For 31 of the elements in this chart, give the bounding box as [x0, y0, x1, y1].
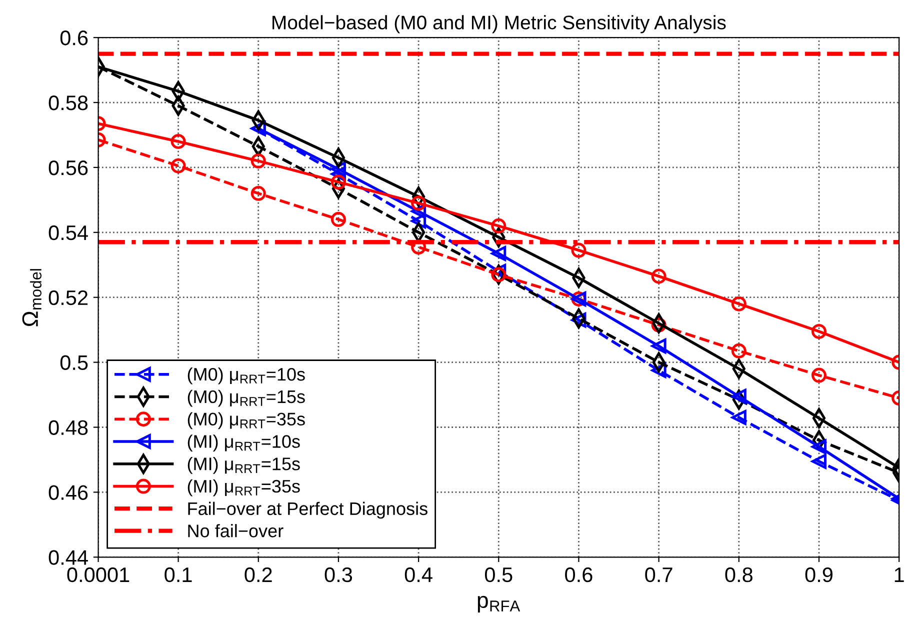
y-tick-label: 0.44: [48, 550, 88, 565]
legend-label: No fail−over: [188, 524, 284, 538]
x-tick-label: 0.8: [725, 567, 752, 582]
x-tick-label: 0.0001: [67, 567, 130, 582]
x-tick-label: 0.3: [324, 567, 352, 582]
legend-label: (MI) μ$_{RRT}$=15s: [188, 457, 300, 474]
x-axis-title: p$_{RFA}$: [478, 596, 520, 612]
x-tick-label: 0.5: [484, 567, 512, 582]
y-tick-label: 0.54: [48, 225, 88, 240]
legend-label: Fail−over at Perfect Diagnosis: [188, 502, 428, 519]
y-axis-title: Ω$_{model}$: [22, 269, 42, 326]
legend-label: (M0) μ$_{RRT}$=10s: [188, 367, 305, 384]
x-tick-label: 0.6: [565, 567, 592, 582]
legend-label: (M0) μ$_{RRT}$=35s: [188, 412, 305, 430]
y-tick-label: 0.52: [48, 290, 88, 306]
x-tick-label: 0.4: [404, 567, 432, 582]
legend-label: (M0) μ$_{RRT}$=15s: [188, 390, 305, 407]
x-tick-label: 0.9: [805, 567, 832, 582]
legend-label: (MI) μ$_{RRT}$=35s: [188, 479, 300, 496]
y-tick-label: 0.48: [48, 420, 88, 435]
x-tick-label: 1: [894, 568, 904, 582]
chart-title: Model−based (M0 and MI) Metric Sensitivity Analysis: [272, 15, 726, 34]
x-tick-label: 0.2: [244, 567, 272, 582]
y-tick-label: 0.56: [48, 160, 88, 176]
x-tick-label: 0.1: [164, 567, 192, 582]
y-tick-label: 0.6: [60, 30, 88, 46]
y-tick-label: 0.5: [60, 355, 88, 370]
y-tick-label: 0.58: [48, 96, 88, 110]
x-tick-label: 0.7: [645, 567, 672, 582]
y-tick-label: 0.46: [48, 485, 88, 500]
legend-label: (MI) μ$_{RRT}$=10s: [188, 434, 300, 452]
